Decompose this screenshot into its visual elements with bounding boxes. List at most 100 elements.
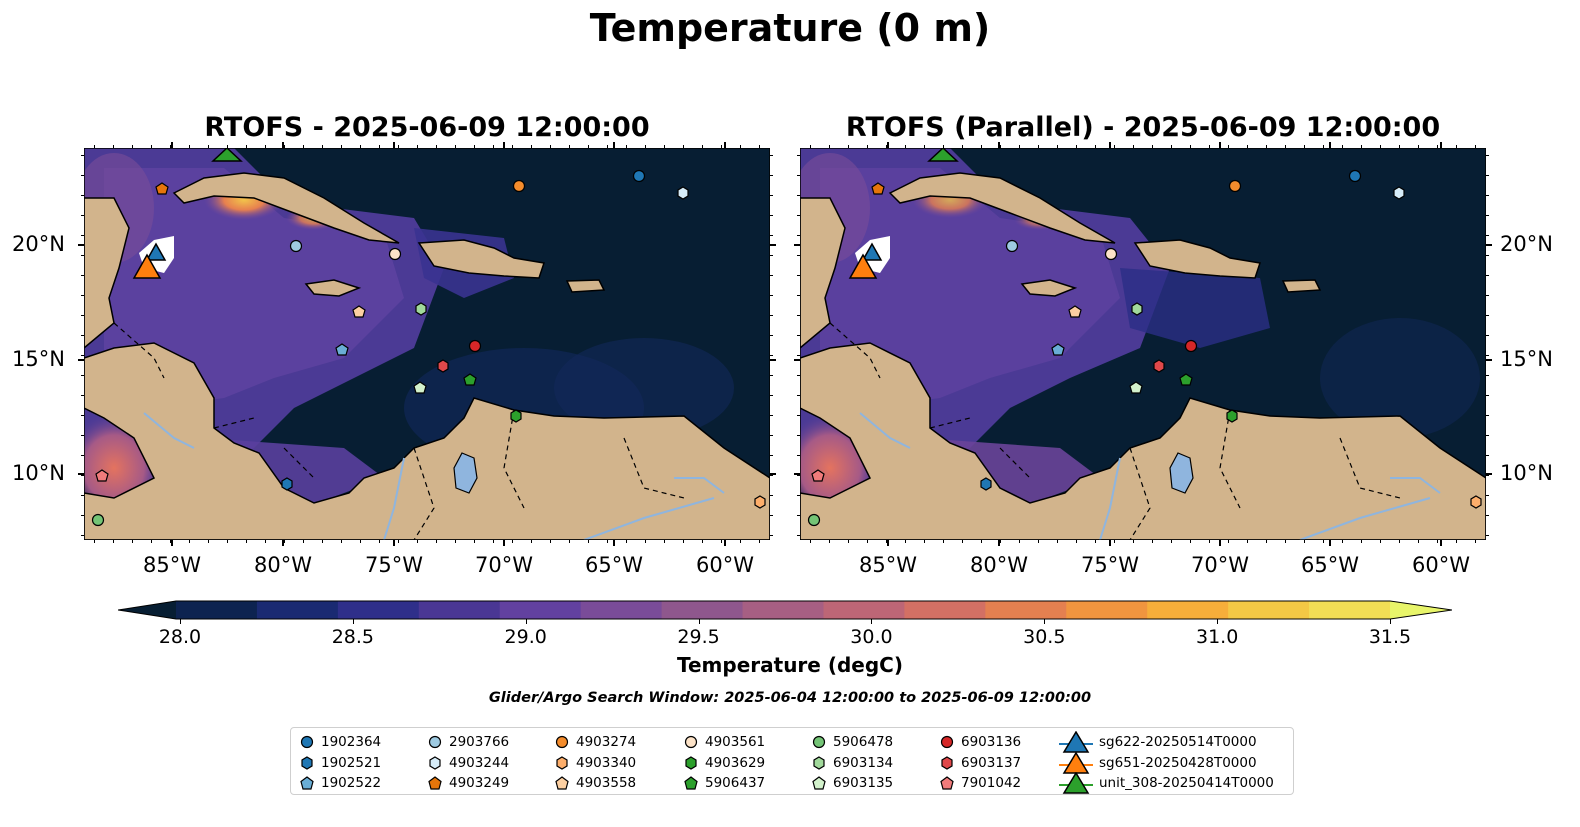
minor-tick [683,540,684,543]
triangle-marker-icon [1059,731,1093,753]
lat-tick-label: 10°N [12,461,65,485]
colorbar-segment [499,601,582,619]
minor-tick [208,540,209,543]
left-panel-title: RTOFS - 2025-06-09 12:00:00 [204,112,650,143]
minor-tick [1361,540,1362,543]
lat-tick-mark [794,359,800,361]
colorbar-segment [1147,601,1229,619]
minor-tick [962,145,963,148]
minor-tick [607,540,608,543]
minor-tick [645,145,646,148]
lon-tick-mark [887,142,889,148]
lat-tick-label: 15°N [12,347,65,371]
legend-entry: 1902521 [299,753,381,774]
colorbar-tick-label: 30.5 [1023,626,1066,648]
minor-tick [1114,145,1115,148]
legend-entry: 4903249 [427,773,509,794]
minor-tick [1475,145,1476,148]
minor-tick [417,145,418,148]
legend-column: 4903274 4903340 4903558 [554,732,636,794]
minor-tick [1038,540,1039,543]
minor-tick [360,145,361,148]
legend-entry: sg622-20250514T0000 [1059,731,1274,753]
minor-tick [1209,540,1210,543]
minor-tick [1486,435,1489,436]
minor-tick [1266,540,1267,543]
minor-tick [867,540,868,543]
minor-tick [1486,155,1489,156]
minor-tick [924,540,925,543]
legend-entry: 4903274 [554,732,636,753]
lon-tick-label: 80°W [970,553,1028,577]
pentagon-marker-icon [428,776,442,790]
lat-tick-mark [770,359,776,361]
minor-tick [379,145,380,148]
legend-entry: sg651-20250428T0000 [1059,751,1274,774]
minor-tick [81,255,84,256]
minor-tick [246,540,247,543]
lon-tick-label: 75°W [1081,553,1139,577]
right-map [800,148,1486,540]
minor-tick [1399,145,1400,148]
colorbar-segment [1066,601,1148,619]
pentagon-marker-icon [555,776,569,790]
minor-tick [227,145,228,148]
minor-tick [81,395,84,396]
lon-tick-mark [613,540,615,546]
legend-label: 1902521 [321,754,382,771]
minor-tick [81,495,84,496]
hexagon-marker-icon [429,756,441,770]
lon-tick-label: 65°W [585,553,643,577]
minor-tick [303,145,304,148]
minor-tick [770,395,773,396]
colorbar-tick-mark [1217,619,1219,624]
lon-tick-label: 85°W [143,553,201,577]
legend-label: 4903561 [705,734,766,751]
triangle-marker-icon [1059,751,1093,774]
minor-tick [770,435,773,436]
minor-tick [588,540,589,543]
minor-tick [797,515,800,516]
lon-tick-mark [171,142,173,148]
hexagon-marker-icon [301,756,313,770]
lon-tick-mark [1440,540,1442,546]
minor-tick [170,145,171,148]
lat-tick-mark [78,473,84,475]
minor-tick [770,235,773,236]
minor-tick [770,535,773,536]
legend-label: 4903340 [576,754,637,771]
legend-entry: 2903766 [427,732,509,753]
minor-tick [1000,145,1001,148]
colorbar-segment [1309,601,1391,619]
minor-tick [1228,145,1229,148]
minor-tick [189,145,190,148]
legend-label: 6903137 [961,754,1022,771]
lat-tick-label: 20°N [1500,232,1553,256]
minor-tick [1486,295,1489,296]
minor-tick [1323,145,1324,148]
circle-marker-icon [684,736,698,749]
lat-tick-label: 20°N [12,232,65,256]
minor-tick [1000,540,1001,543]
minor-tick [1152,540,1153,543]
lat-tick-mark [794,473,800,475]
minor-tick [1486,275,1489,276]
minor-tick [962,540,963,543]
minor-tick [81,175,84,176]
colorbar-tick-mark [1390,619,1391,624]
lon-tick-mark [1219,540,1221,546]
legend-label: 5906437 [705,775,766,792]
minor-tick [1437,540,1438,543]
colorbar-segment [580,601,663,619]
minor-tick [1114,540,1115,543]
colorbar-tick-mark [352,619,354,624]
minor-tick [1399,540,1400,543]
lat-tick-label: 10°N [1500,461,1553,485]
minor-tick [1095,540,1096,543]
legend-label: unit_308-20250414T0000 [1099,775,1274,792]
colorbar-extend-min [118,601,176,619]
minor-tick [360,540,361,543]
colorbar-segment [742,601,824,619]
minor-tick [848,145,849,148]
legend-entry: unit_308-20250414T0000 [1059,772,1274,794]
